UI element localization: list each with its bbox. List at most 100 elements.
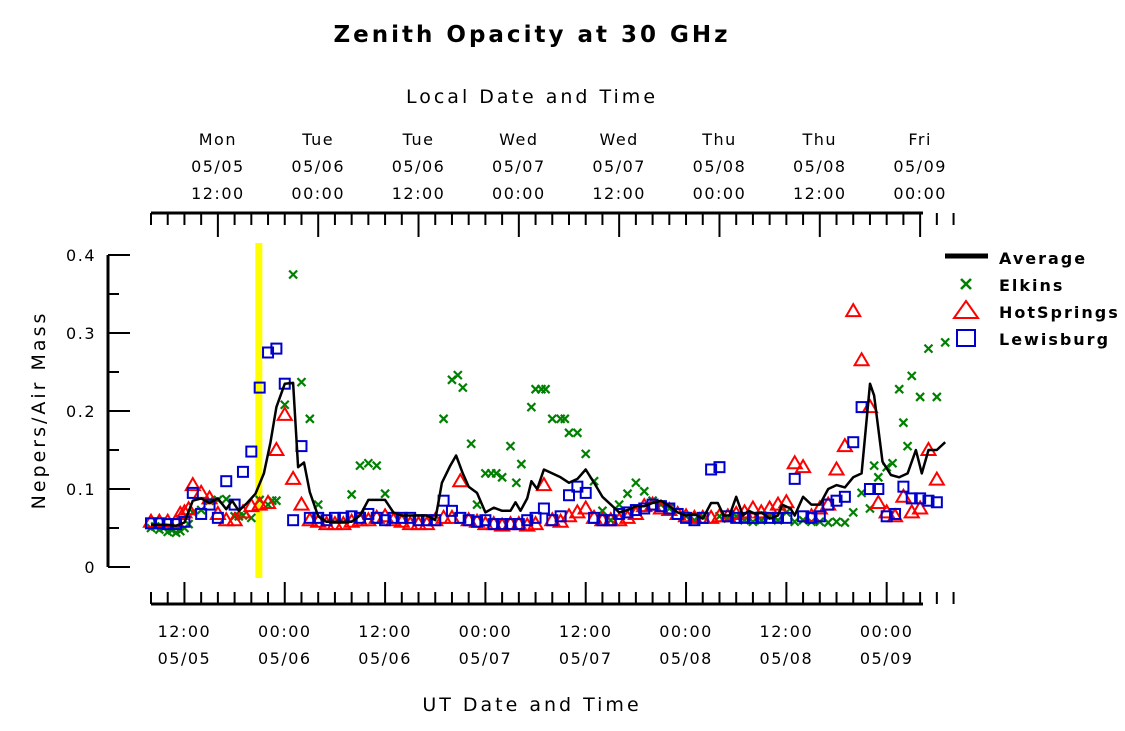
lewisburg-point: [236, 465, 249, 478]
bottom-tick-label: 00:00: [659, 622, 713, 641]
hotsprings-point: [535, 476, 553, 492]
lewisburg-point: [262, 346, 275, 359]
y-tick-label: 0.2: [66, 402, 96, 421]
hotsprings-point: [184, 476, 202, 492]
top-tick-label: Thu: [802, 130, 838, 149]
lewisburg-point: [914, 492, 927, 505]
lewisburg-point: [588, 511, 601, 524]
hotsprings-point: [844, 302, 862, 318]
top-tick-label: Tue: [301, 130, 334, 149]
bottom-tick-label: 00:00: [258, 622, 312, 641]
legend-item-elkins: Elkins: [960, 276, 1062, 295]
elkins-point: [622, 488, 633, 499]
elkins-point: [906, 371, 917, 381]
hotsprings-point: [292, 495, 311, 511]
bottom-tick-label: 05/06: [258, 649, 312, 668]
lewisburg-point: [805, 511, 818, 524]
lewisburg-point: [471, 515, 484, 528]
elkins-point: [526, 402, 537, 412]
elkins-point: [491, 468, 502, 479]
top-tick-label: 00:00: [291, 184, 345, 203]
hotsprings-point: [852, 351, 871, 367]
elkins-point: [580, 449, 591, 459]
lewisburg-point: [889, 507, 902, 520]
lewisburg-point: [395, 511, 408, 524]
top-tick-label: 00:00: [893, 184, 947, 203]
top-tick-label: 05/05: [191, 157, 245, 176]
elkins-point: [564, 428, 574, 438]
y-tick-label: 0.3: [66, 324, 96, 343]
elkins-point: [831, 516, 842, 527]
hotsprings-point: [284, 469, 302, 485]
lewisburg-point: [370, 511, 383, 524]
top-tick-label: 05/07: [492, 157, 546, 176]
lewisburg-point: [479, 514, 492, 527]
hotsprings-point: [451, 472, 470, 488]
average-line: [151, 381, 947, 527]
lewisburg-point: [153, 517, 166, 530]
bottom-tick-label: 05/05: [158, 649, 212, 668]
elkins-point: [894, 384, 904, 394]
lewisburg-point: [537, 502, 550, 515]
top-axis-label: Local Date and Time: [406, 86, 658, 108]
elkins-point: [560, 414, 570, 424]
elkins-point: [458, 382, 468, 393]
elkins-point: [497, 472, 507, 483]
elkins-point: [363, 458, 374, 469]
elkins-point: [848, 507, 859, 518]
elkins-point: [898, 417, 909, 428]
bottom-tick-label: 05/08: [760, 649, 814, 668]
lewisburg-point: [563, 489, 575, 502]
lewisburg-point: [186, 486, 199, 499]
elkins-point: [915, 392, 925, 402]
lewisburg-point: [638, 502, 651, 515]
elkins-point: [873, 472, 884, 483]
hotsprings-point: [267, 441, 286, 456]
lewisburg-point: [613, 507, 626, 520]
lewisburg-point: [579, 486, 592, 499]
lewisburg-point: [780, 511, 793, 524]
top-tick-label: 05/06: [392, 157, 446, 176]
top-tick-label: 00:00: [693, 184, 747, 203]
lewisburg-point: [880, 510, 893, 523]
lewisburg-point: [604, 514, 617, 527]
lewisburg-point: [379, 514, 392, 527]
top-tick-label: 05/07: [592, 157, 646, 176]
hotsprings-point: [785, 454, 804, 470]
top-tick-label: 00:00: [492, 184, 546, 203]
top-tick-label: Wed: [499, 130, 538, 149]
lewisburg-point: [521, 514, 534, 527]
hotsprings-point: [827, 460, 846, 476]
top-tick-label: 12:00: [592, 184, 646, 203]
lewisburg-point: [287, 514, 300, 527]
lewisburg-point: [404, 511, 417, 524]
lewisburg-point: [822, 498, 835, 511]
lewisburg-point: [496, 518, 509, 531]
lewisburg-point: [838, 490, 851, 503]
elkins-point: [887, 458, 898, 469]
lewisburg-point: [220, 475, 233, 488]
legend-square-swatch: [956, 329, 976, 347]
bottom-tick-label: 00:00: [459, 622, 513, 641]
elkins-point: [516, 459, 527, 469]
lewisburg-point: [813, 510, 826, 523]
legend-item-hotsprings: HotSprings: [952, 299, 1118, 322]
elkins-point: [380, 488, 390, 499]
lewisburg-point: [554, 510, 567, 523]
elkins-point: [923, 343, 934, 354]
bottom-tick-label: 12:00: [158, 622, 212, 641]
lewisburg-point: [504, 518, 517, 531]
lewisburg-point: [930, 496, 943, 509]
hotsprings-point: [576, 499, 595, 515]
bottom-tick-label: 05/09: [860, 649, 914, 668]
elkins-point: [547, 414, 558, 424]
lewisburg-point: [512, 518, 525, 531]
top-tick-label: Thu: [701, 130, 737, 149]
elkins-point: [288, 269, 298, 280]
elkins-point: [271, 495, 282, 506]
elkins-point: [371, 460, 382, 471]
elkins-point: [940, 337, 950, 348]
lewisburg-point: [905, 492, 918, 505]
top-tick-label: Fri: [908, 130, 932, 149]
